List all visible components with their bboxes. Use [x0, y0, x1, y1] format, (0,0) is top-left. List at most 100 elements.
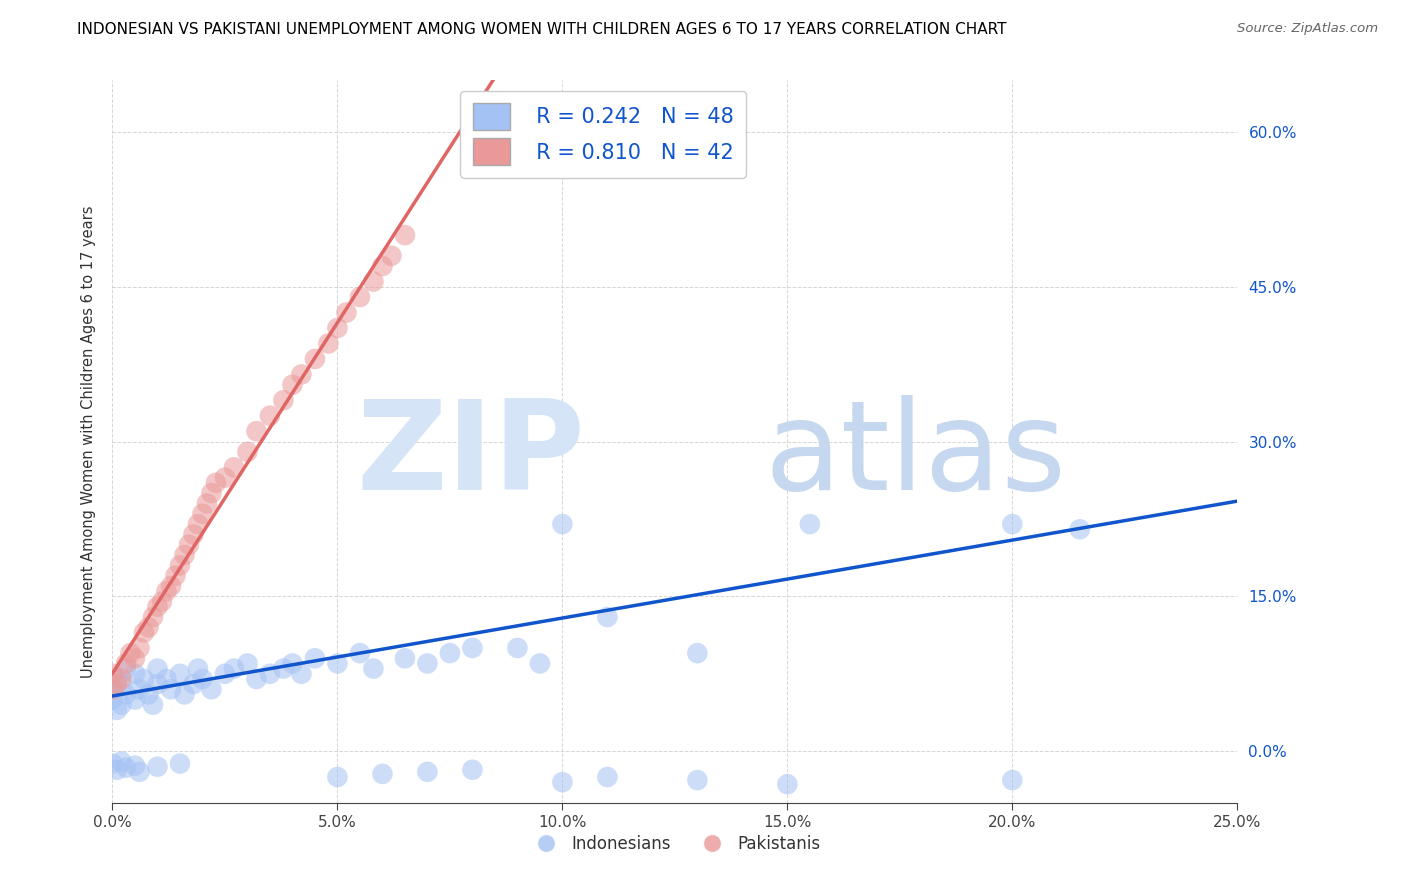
Point	[326, 770, 349, 784]
Point	[138, 620, 160, 634]
Point	[461, 640, 484, 655]
Point	[160, 682, 183, 697]
Point	[128, 682, 150, 697]
Point	[318, 336, 340, 351]
Point	[124, 666, 146, 681]
Text: Source: ZipAtlas.com: Source: ZipAtlas.com	[1237, 22, 1378, 36]
Point	[169, 666, 191, 681]
Point	[124, 651, 146, 665]
Point	[245, 672, 267, 686]
Point	[169, 756, 191, 771]
Point	[596, 610, 619, 624]
Point	[110, 677, 132, 691]
Text: ZIP: ZIP	[356, 395, 585, 516]
Point	[105, 672, 128, 686]
Point	[686, 646, 709, 660]
Point	[132, 672, 155, 686]
Point	[349, 646, 371, 660]
Point	[101, 756, 124, 771]
Point	[371, 767, 394, 781]
Point	[205, 475, 228, 490]
Point	[349, 290, 371, 304]
Point	[101, 692, 124, 706]
Point	[110, 755, 132, 769]
Point	[101, 682, 124, 697]
Point	[110, 672, 132, 686]
Point	[326, 321, 349, 335]
Point	[506, 640, 529, 655]
Point	[686, 773, 709, 788]
Point	[124, 692, 146, 706]
Point	[146, 677, 169, 691]
Point	[101, 682, 124, 697]
Point	[200, 682, 222, 697]
Point	[115, 687, 138, 701]
Point	[146, 760, 169, 774]
Point	[150, 594, 173, 608]
Point	[105, 677, 128, 691]
Point	[394, 651, 416, 665]
Point	[363, 662, 385, 676]
Point	[155, 672, 177, 686]
Point	[160, 579, 183, 593]
Point	[304, 351, 326, 366]
Point	[281, 377, 304, 392]
Legend: Indonesians, Pakistanis: Indonesians, Pakistanis	[523, 828, 827, 860]
Point	[200, 486, 222, 500]
Point	[259, 666, 281, 681]
Point	[1069, 522, 1091, 536]
Point	[273, 662, 295, 676]
Point	[596, 770, 619, 784]
Point	[371, 259, 394, 273]
Text: INDONESIAN VS PAKISTANI UNEMPLOYMENT AMONG WOMEN WITH CHILDREN AGES 6 TO 17 YEAR: INDONESIAN VS PAKISTANI UNEMPLOYMENT AMO…	[77, 22, 1007, 37]
Point	[776, 777, 799, 791]
Point	[115, 657, 138, 671]
Point	[799, 517, 821, 532]
Point	[363, 275, 385, 289]
Point	[335, 305, 357, 319]
Y-axis label: Unemployment Among Women with Children Ages 6 to 17 years: Unemployment Among Women with Children A…	[80, 205, 96, 678]
Point	[461, 763, 484, 777]
Point	[183, 527, 205, 541]
Point	[245, 424, 267, 438]
Point	[259, 409, 281, 423]
Point	[416, 657, 439, 671]
Point	[416, 764, 439, 779]
Point	[304, 651, 326, 665]
Point	[101, 666, 124, 681]
Point	[105, 703, 128, 717]
Point	[551, 517, 574, 532]
Point	[115, 761, 138, 775]
Text: atlas: atlas	[765, 395, 1067, 516]
Point	[195, 496, 218, 510]
Point	[138, 687, 160, 701]
Point	[380, 249, 402, 263]
Point	[120, 646, 142, 660]
Point	[1001, 773, 1024, 788]
Point	[155, 584, 177, 599]
Point	[173, 687, 195, 701]
Point	[110, 698, 132, 712]
Point	[124, 758, 146, 772]
Point	[132, 625, 155, 640]
Point	[142, 610, 165, 624]
Point	[128, 640, 150, 655]
Point	[146, 662, 169, 676]
Point	[281, 657, 304, 671]
Point	[191, 507, 214, 521]
Point	[290, 666, 312, 681]
Point	[222, 460, 245, 475]
Point	[236, 657, 259, 671]
Point	[128, 764, 150, 779]
Point	[142, 698, 165, 712]
Point	[177, 538, 200, 552]
Point	[439, 646, 461, 660]
Point	[222, 662, 245, 676]
Point	[115, 662, 138, 676]
Point	[191, 672, 214, 686]
Point	[1001, 517, 1024, 532]
Point	[187, 517, 209, 532]
Point	[273, 393, 295, 408]
Point	[173, 548, 195, 562]
Point	[394, 228, 416, 243]
